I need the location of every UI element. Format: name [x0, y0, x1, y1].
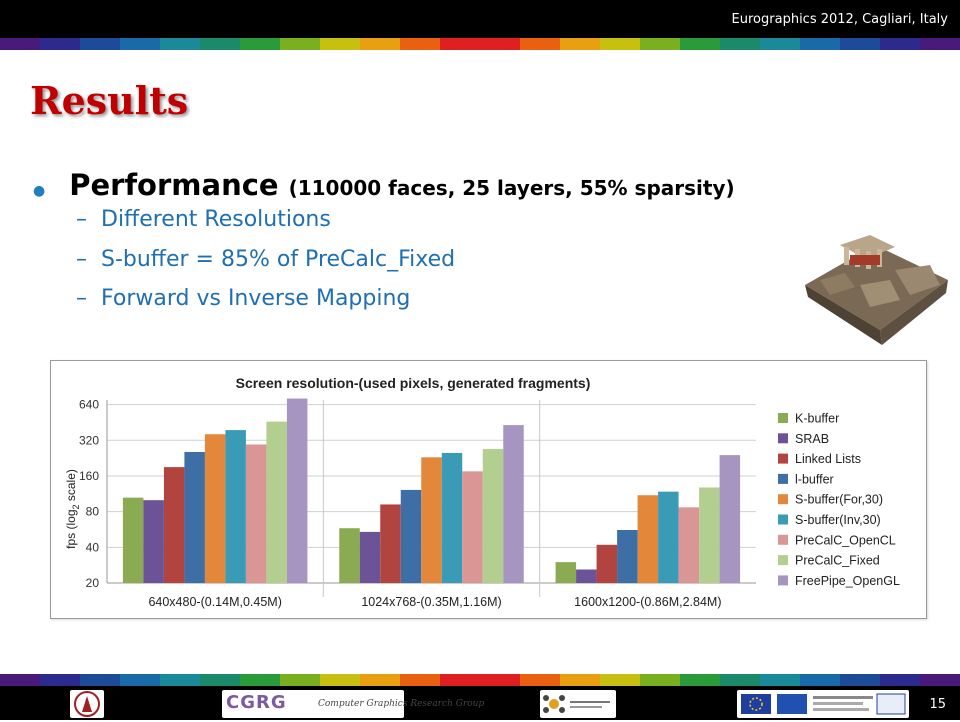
y-tick-label: 20	[86, 576, 100, 590]
bar-l-buffer	[400, 489, 422, 583]
bar-S-buffer(Inv,30)	[225, 430, 246, 583]
x-category-label: 1600x1200-(0.86M,2.84M)	[574, 595, 721, 609]
chart-panel: Screen resolution-(used pixels, generate…	[50, 360, 927, 619]
y-tick-label: 160	[79, 469, 99, 483]
color-stripe-top	[0, 38, 960, 50]
bar-SRAB	[359, 531, 381, 583]
bar-SRAB	[576, 569, 597, 583]
bar-PreCalC_Fixed	[266, 421, 287, 583]
dash-marker: –	[76, 207, 87, 232]
slide-title: Results	[30, 78, 189, 123]
bullet-performance: ● Performance (110000 faces, 25 layers, …	[33, 168, 735, 202]
conference-label: Eurographics 2012, Cagliari, Italy	[731, 12, 948, 27]
dash-marker: –	[76, 247, 87, 272]
legend-label: SRAB	[795, 432, 829, 446]
bar-FreePipe_OpenGL	[719, 455, 741, 583]
legend-swatch	[778, 555, 788, 566]
legend-label: Linked Lists	[795, 452, 861, 466]
legend-label: PreCalC_OpenCL	[795, 533, 896, 547]
legend-swatch	[778, 433, 788, 444]
subitem-mapping: – Forward vs Inverse Mapping	[76, 286, 410, 311]
x-category-label: 640x480-(0.14M,0.45M)	[148, 595, 281, 609]
cgrg-logo-caption: Computer Graphics Research Group	[318, 699, 485, 709]
bar-S-buffer(Inv,30)	[658, 491, 679, 583]
legend: K-buffer SRAB Linked Lists l-buffer S-buffer…	[778, 412, 900, 588]
seal-icon	[74, 691, 100, 717]
legend-label: S-buffer(For,30)	[795, 493, 883, 507]
bar-S-buffer(For,30)	[421, 457, 442, 583]
legend-label: l-buffer	[795, 472, 834, 486]
legend-swatch	[778, 494, 788, 505]
bar-FreePipe_OpenGL	[503, 425, 524, 583]
top-bar: Eurographics 2012, Cagliari, Italy	[0, 0, 960, 38]
cgrg-logo	[222, 690, 404, 718]
bars	[122, 398, 741, 583]
legend-swatch	[778, 534, 788, 545]
bar-Linked Lists	[596, 544, 618, 583]
bar-K-buffer	[122, 497, 144, 583]
university-seal-logo	[70, 690, 104, 718]
y-tick-label: 80	[86, 505, 100, 519]
y-axis-label: fps (log2 scale)	[64, 469, 81, 549]
bar-FreePipe_OpenGL	[286, 398, 308, 583]
dash-marker: –	[76, 286, 87, 311]
partner-logo	[540, 690, 616, 718]
bullet-main-text: Performance	[69, 168, 279, 202]
legend-label: K-buffer	[795, 412, 839, 426]
bar-PreCalC_OpenCL	[245, 444, 267, 583]
bar-PreCalC_OpenCL	[678, 507, 700, 583]
temple-model-image	[805, 235, 948, 345]
subitem-text: S-buffer = 85% of PreCalc_Fixed	[101, 247, 456, 272]
chart-title: Screen resolution-(used pixels, generate…	[236, 375, 591, 391]
y-tick-label: 40	[86, 540, 100, 554]
page-number: 15	[929, 697, 946, 712]
bar-S-buffer(Inv,30)	[441, 452, 463, 583]
eu-flag-icon	[741, 693, 906, 715]
legend-label: S-buffer(Inv,30)	[795, 513, 881, 527]
y-tick-label: 320	[79, 433, 99, 447]
subitem-text: Forward vs Inverse Mapping	[101, 286, 411, 311]
bar-Linked Lists	[163, 467, 185, 583]
legend-swatch	[778, 575, 788, 586]
color-stripe-bottom	[0, 674, 960, 686]
bar-SRAB	[143, 500, 164, 583]
legend-swatch	[778, 473, 788, 484]
bar-PreCalC_OpenCL	[462, 471, 483, 583]
subitem-text: Different Resolutions	[101, 207, 331, 232]
bar-S-buffer(For,30)	[204, 434, 226, 583]
eu-funding-logo	[737, 690, 909, 718]
bar-chart: Screen resolution-(used pixels, generate…	[64, 375, 900, 609]
network-icon	[543, 695, 610, 713]
bar-S-buffer(For,30)	[637, 495, 659, 583]
subitem-resolutions: – Different Resolutions	[76, 207, 331, 232]
bar-l-buffer	[617, 530, 638, 583]
subitem-sbuffer: – S-buffer = 85% of PreCalc_Fixed	[76, 247, 455, 272]
bar-PreCalC_Fixed	[699, 487, 720, 583]
legend-swatch	[778, 453, 788, 464]
y-tick-labels: 20 40 80 160 320 640	[79, 398, 99, 590]
bullet-detail-text: (110000 faces, 25 layers, 55% sparsity)	[288, 176, 735, 200]
legend-label: FreePipe_OpenGL	[795, 574, 900, 588]
cgrg-logo-text: CGRG	[226, 692, 287, 713]
bar-K-buffer	[555, 562, 577, 583]
x-category-label: 1024x768-(0.35M,1.16M)	[361, 595, 501, 609]
x-category-labels: 640x480-(0.14M,0.45M) 1024x768-(0.35M,1.1…	[148, 595, 721, 609]
bar-Linked Lists	[380, 504, 401, 583]
legend-swatch	[778, 413, 788, 423]
legend-swatch	[778, 514, 788, 525]
legend-label: PreCalC_Fixed	[795, 554, 880, 568]
bar-PreCalC_Fixed	[482, 449, 504, 583]
bar-K-buffer	[339, 528, 360, 583]
bar-l-buffer	[184, 451, 205, 583]
bullet-icon: ●	[33, 183, 46, 199]
y-tick-label: 640	[79, 398, 99, 412]
